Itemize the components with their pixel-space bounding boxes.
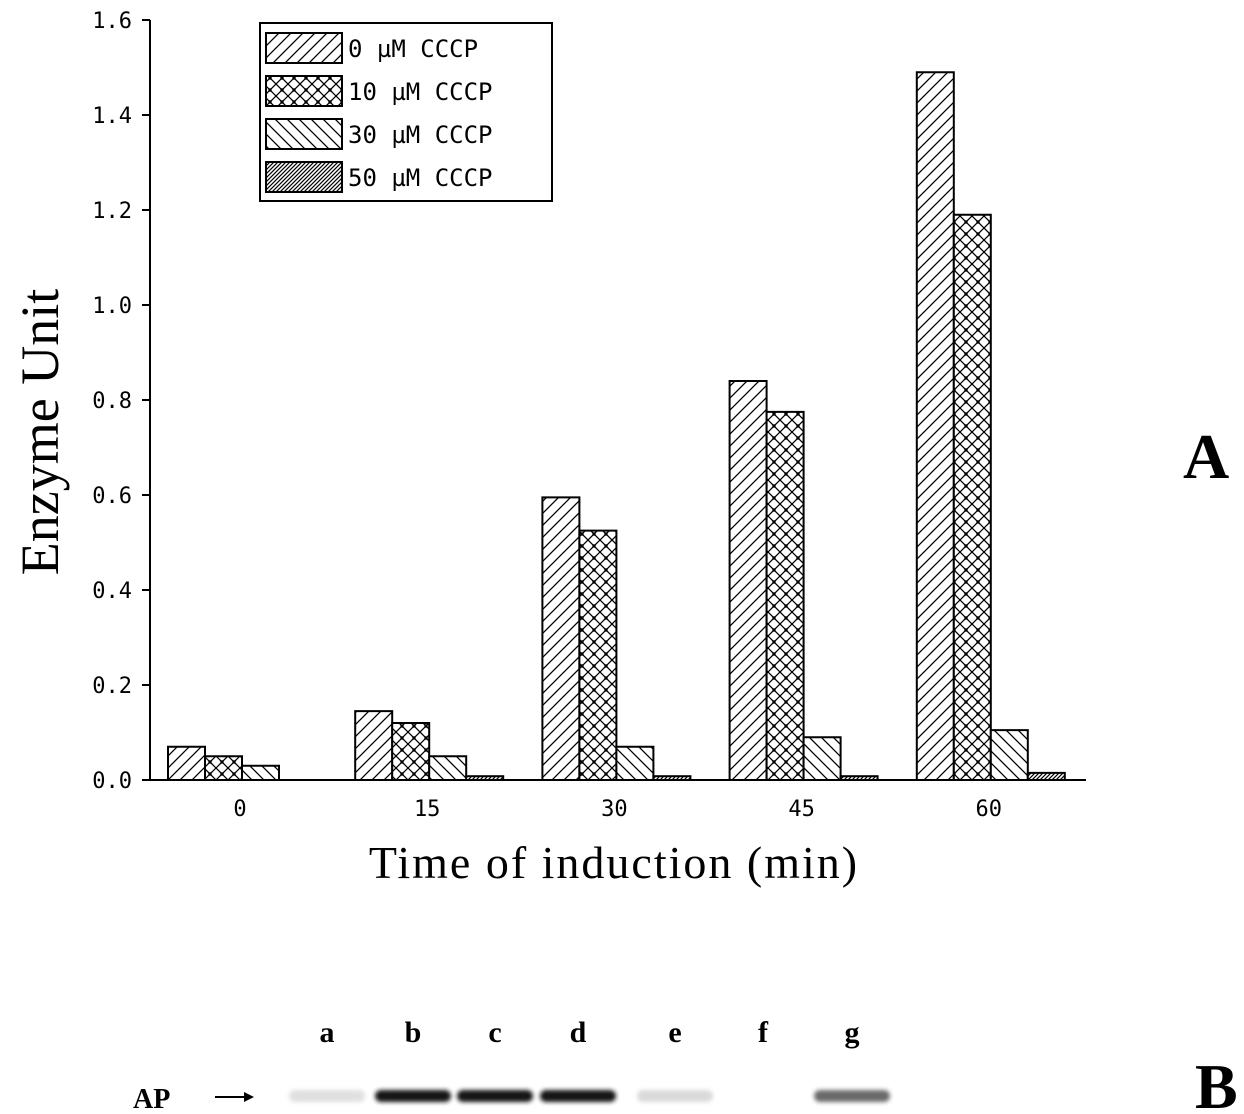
y-ticks: 0.0 0.2 0.4 0.6 0.8 1.0 1.2 1.4 1.6 bbox=[92, 9, 150, 794]
y-tick-label: 1.6 bbox=[92, 9, 132, 34]
bar-60-series-2 bbox=[989, 729, 1029, 781]
y-tick-label: 0.8 bbox=[92, 389, 132, 414]
legend-swatch-2 bbox=[265, 118, 343, 150]
panel-b-gel: a b c d e f g AP B bbox=[133, 1016, 1238, 1114]
gel-band-a bbox=[289, 1090, 365, 1102]
gel-lane-label-b: b bbox=[405, 1016, 422, 1049]
bar-45-series-1 bbox=[765, 410, 805, 781]
bar-45-series-2 bbox=[802, 736, 842, 781]
y-tick-label: 0.2 bbox=[92, 674, 132, 699]
legend-label-1: 10 µM CCCP bbox=[348, 78, 493, 106]
gel-band-g bbox=[814, 1090, 890, 1102]
bar-30-series-0 bbox=[541, 496, 581, 781]
x-tick-label: 0 bbox=[233, 797, 246, 822]
x-ticks: 0 15 30 45 60 bbox=[233, 797, 1002, 822]
legend-swatch-3 bbox=[265, 161, 343, 193]
y-tick-label: 1.4 bbox=[92, 104, 132, 129]
bar-30-series-1 bbox=[578, 529, 618, 781]
gel-lane-letters: a b c d e f g bbox=[320, 1016, 860, 1049]
panel-b-letter: B bbox=[1195, 1051, 1238, 1114]
bar-60-series-1 bbox=[952, 213, 992, 781]
legend-label-2: 30 µM CCCP bbox=[348, 121, 493, 149]
gel-band-d bbox=[540, 1090, 616, 1102]
bar-45-series-0 bbox=[728, 380, 768, 781]
legend-swatch-1 bbox=[265, 75, 343, 107]
y-tick-label: 0.4 bbox=[92, 579, 132, 604]
gel-lane-label-e: e bbox=[668, 1016, 681, 1049]
x-axis-label: Time of induction (min) bbox=[369, 837, 859, 888]
ap-arrow-icon bbox=[215, 1092, 254, 1102]
bar-30-series-2 bbox=[615, 745, 655, 781]
bar-60-series-0 bbox=[915, 71, 955, 781]
bar-0-series-1 bbox=[204, 755, 243, 781]
panel-a-chart: 0.0 0.2 0.4 0.6 0.8 1.0 1.2 1.4 1.6 0 15 30 45 60 En… bbox=[10, 9, 1229, 888]
bar-60-series-3 bbox=[1026, 771, 1066, 781]
bars-layer bbox=[167, 71, 1066, 782]
panel-a-letter: A bbox=[1183, 421, 1229, 492]
gel-bands bbox=[289, 1090, 890, 1102]
ap-band-label: AP bbox=[133, 1084, 170, 1114]
gel-lane-label-c: c bbox=[488, 1016, 501, 1049]
gel-band-e bbox=[637, 1090, 713, 1102]
legend-label-3: 50 µM CCCP bbox=[348, 164, 493, 192]
x-tick-label: 45 bbox=[788, 797, 815, 822]
y-tick-label: 0.6 bbox=[92, 484, 132, 509]
y-axis-label: Enzyme Unit bbox=[10, 289, 70, 575]
gel-lane-label-d: d bbox=[570, 1016, 587, 1049]
bar-15-series-0 bbox=[354, 710, 394, 781]
x-tick-label: 15 bbox=[414, 797, 441, 822]
gel-lane-label-f: f bbox=[758, 1016, 769, 1049]
gel-lane-label-g: g bbox=[845, 1016, 860, 1049]
y-tick-label: 1.2 bbox=[92, 199, 132, 224]
legend-label-0: 0 µM CCCP bbox=[348, 35, 478, 63]
gel-lane-label-a: a bbox=[320, 1016, 335, 1049]
gel-band-c bbox=[457, 1090, 533, 1102]
legend-swatch-0 bbox=[265, 32, 343, 64]
bar-15-series-2 bbox=[428, 755, 468, 781]
x-tick-label: 30 bbox=[601, 797, 628, 822]
bar-0-series-0 bbox=[167, 745, 206, 781]
x-tick-label: 60 bbox=[976, 797, 1003, 822]
legend: 0 µM CCCP 10 µM CCCP 30 µM CCCP 50 µM CCCP bbox=[259, 22, 553, 202]
gel-band-b bbox=[375, 1090, 451, 1102]
bar-15-series-1 bbox=[391, 722, 431, 781]
bar-0-series-2 bbox=[241, 764, 280, 781]
y-tick-label: 1.0 bbox=[92, 294, 132, 319]
y-tick-label: 0.0 bbox=[92, 769, 132, 794]
